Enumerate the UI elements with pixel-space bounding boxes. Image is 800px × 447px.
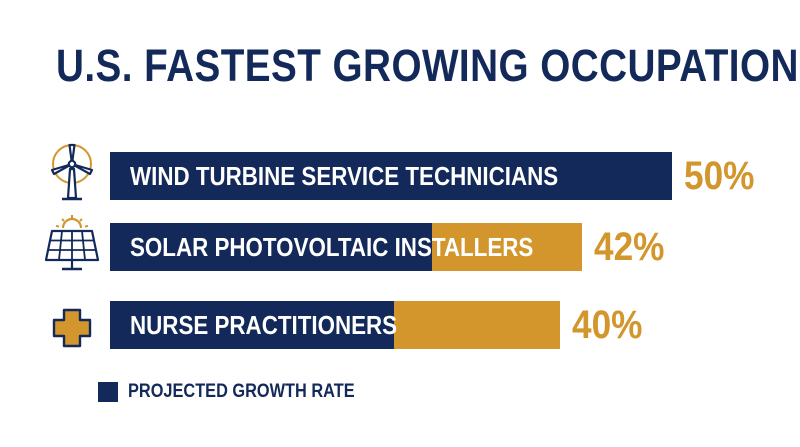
legend-label: PROJECTED GROWTH RATE — [128, 381, 355, 402]
bar-row: NURSE PRACTITIONERS 40% — [0, 301, 800, 371]
value-label: 50% — [684, 154, 755, 198]
value-label: 42% — [594, 225, 665, 269]
bar-row: SOLAR PHOTOVOLTAIC INSTALLERS 42% — [0, 215, 800, 293]
value-label: 40% — [572, 303, 643, 347]
bar-fill — [110, 223, 432, 271]
category-label: NURSE PRACTITIONERS — [130, 310, 398, 340]
solar-panel-icon — [42, 214, 102, 274]
bar: SOLAR PHOTOVOLTAIC INSTALLERS — [110, 223, 582, 271]
bar: WIND TURBINE SERVICE TECHNICIANS — [110, 152, 672, 200]
bar-fill — [110, 152, 672, 200]
bar-row: WIND TURBINE SERVICE TECHNICIANS 50% — [0, 143, 800, 222]
legend-swatch — [98, 382, 118, 402]
chart-title: U.S. FASTEST GROWING OCCUPATIONS — [56, 40, 800, 91]
category-label: WIND TURBINE SERVICE TECHNICIANS — [130, 161, 559, 191]
wind-turbine-icon — [42, 142, 102, 202]
medical-cross-icon — [42, 296, 102, 356]
category-label: SOLAR PHOTOVOLTAIC INSTALLERS — [130, 232, 534, 262]
bar-fill — [110, 301, 394, 349]
bar: NURSE PRACTITIONERS — [110, 301, 560, 349]
